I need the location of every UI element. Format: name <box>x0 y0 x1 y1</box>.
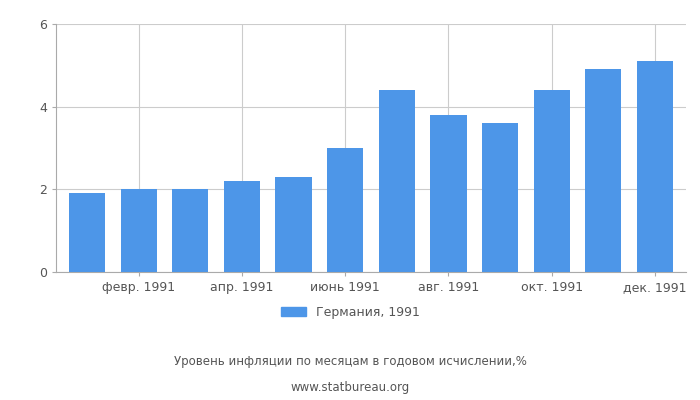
Bar <box>533 90 570 272</box>
Text: Уровень инфляции по месяцам в годовом исчислении,%: Уровень инфляции по месяцам в годовом ис… <box>174 356 526 368</box>
Bar <box>224 181 260 272</box>
Bar <box>69 194 105 272</box>
Bar <box>120 189 157 272</box>
Bar <box>637 61 673 272</box>
Bar <box>585 70 622 272</box>
Bar <box>327 148 363 272</box>
Bar <box>482 123 518 272</box>
Legend: Германия, 1991: Германия, 1991 <box>276 301 424 324</box>
Text: www.statbureau.org: www.statbureau.org <box>290 381 410 394</box>
Bar <box>172 189 209 272</box>
Bar <box>379 90 415 272</box>
Bar <box>276 177 312 272</box>
Bar <box>430 115 466 272</box>
